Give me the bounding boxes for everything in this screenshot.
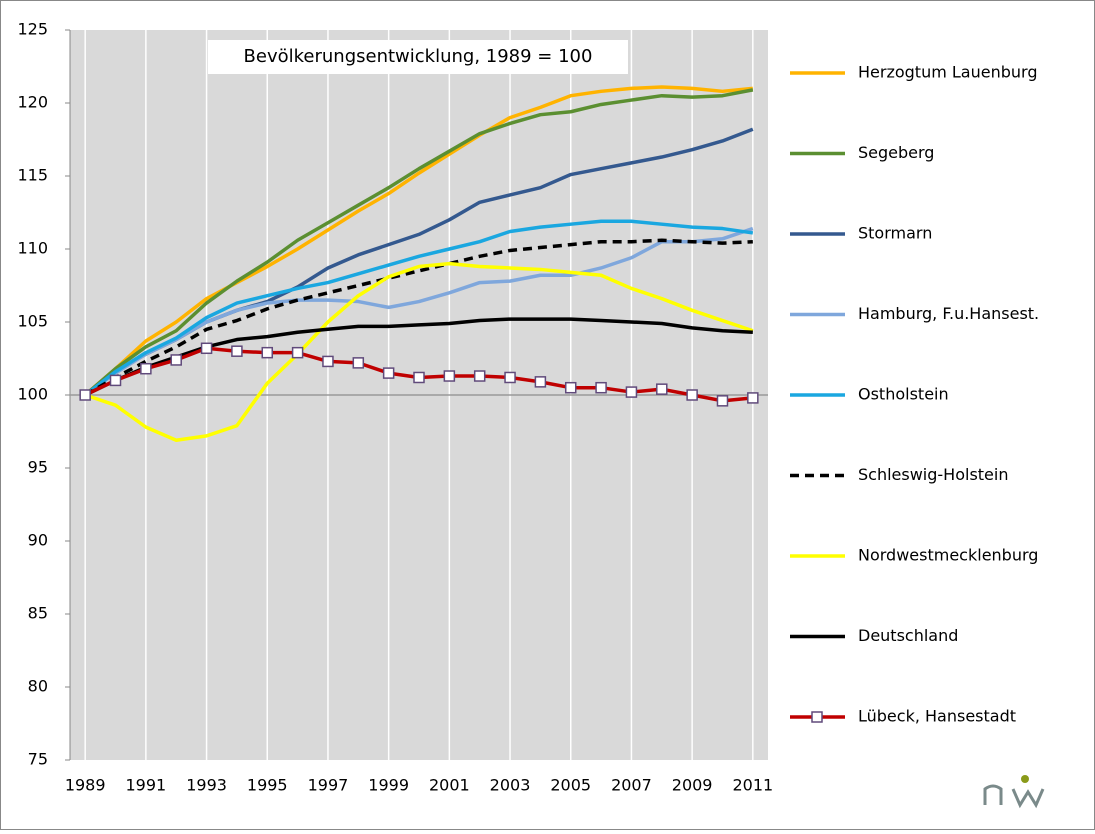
point <box>686 389 698 401</box>
point <box>534 376 547 388</box>
point <box>322 355 334 368</box>
x-tick-label: 1997 <box>308 776 349 795</box>
legend-marker <box>811 711 823 723</box>
legend-label: Lübeck, Hansestadt <box>858 707 1016 726</box>
legend-label: Ostholstein <box>858 385 949 404</box>
x-tick-label: 1999 <box>368 776 409 795</box>
x-tick-label: 2007 <box>611 776 652 795</box>
y-tick-label: 90 <box>28 531 48 550</box>
point <box>413 371 425 384</box>
point <box>352 357 365 369</box>
point <box>504 371 516 384</box>
point <box>564 381 577 394</box>
x-tick-label: 2001 <box>429 776 470 795</box>
point <box>473 370 486 382</box>
x-tick-label: 2003 <box>490 776 531 795</box>
y-tick-label: 80 <box>28 677 48 696</box>
legend-label: Nordwestmecklenburg <box>858 546 1038 565</box>
x-tick-label: 2009 <box>672 776 713 795</box>
point <box>382 367 395 379</box>
series-line <box>84 317 753 397</box>
title-box <box>208 40 628 74</box>
logo <box>983 775 1045 809</box>
y-tick-label: 75 <box>28 750 48 769</box>
x-tick-label: 1991 <box>126 776 167 795</box>
legend-label: Hamburg, F.u.Hansest. <box>858 304 1039 323</box>
y-tick-label: 105 <box>17 312 48 331</box>
point <box>443 370 456 382</box>
point <box>656 383 668 395</box>
y-tick-label: 125 <box>17 20 48 39</box>
point <box>625 386 638 398</box>
point <box>716 395 729 407</box>
y-tick-label: 95 <box>28 458 48 477</box>
series-line <box>84 238 753 397</box>
series-line <box>84 226 754 397</box>
series-line <box>84 261 754 443</box>
y-tick-label: 115 <box>17 166 48 185</box>
point <box>170 354 182 366</box>
y-tick-label: 110 <box>17 239 48 258</box>
y-tick-label: 85 <box>28 604 48 623</box>
point <box>261 346 274 359</box>
legend-label: Schleswig-Holstein <box>858 465 1008 484</box>
y-tick-label: 100 <box>17 385 48 404</box>
point <box>79 389 91 401</box>
series-line <box>84 88 754 397</box>
legend-label: Herzogtum Lauenburg <box>858 63 1037 82</box>
x-tick-label: 2005 <box>550 776 591 795</box>
x-tick-label: 1993 <box>186 776 227 795</box>
point <box>291 346 304 359</box>
y-tick-label: 120 <box>17 93 48 112</box>
point <box>200 342 213 355</box>
point <box>140 362 152 375</box>
x-tick-label: 1989 <box>65 776 106 795</box>
point <box>109 374 122 387</box>
x-tick-label: 1995 <box>247 776 288 795</box>
legend-label: Segeberg <box>858 143 934 162</box>
series-line <box>84 85 753 397</box>
legend-label: Deutschland <box>858 626 958 645</box>
lines <box>79 85 759 443</box>
point <box>747 392 759 404</box>
point <box>595 381 607 394</box>
chart-title: Bevölkerungsentwicklung, 1989 = 100 <box>244 46 593 67</box>
legend-label: Stormarn <box>858 224 932 243</box>
point <box>231 345 243 357</box>
x-tick-label: 2011 <box>732 776 773 795</box>
series-line <box>84 219 754 397</box>
